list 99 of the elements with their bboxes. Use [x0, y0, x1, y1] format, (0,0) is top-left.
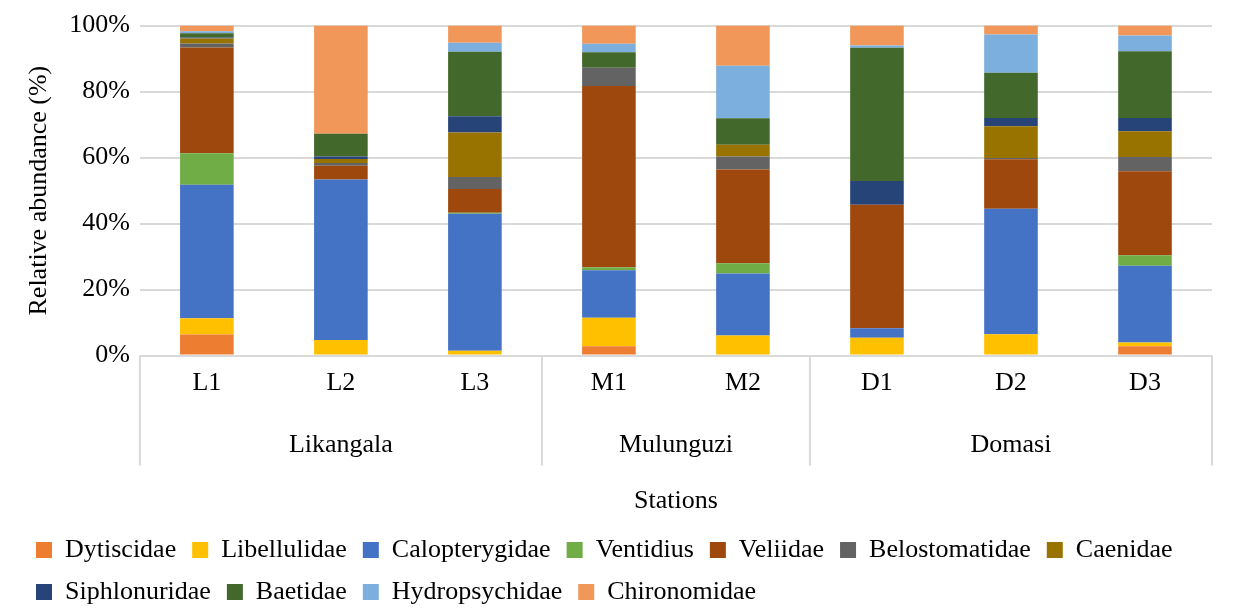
x-tick-label: D3 [1129, 367, 1161, 397]
y-tick-label: 40% [82, 207, 130, 237]
bar [1118, 156, 1172, 172]
bar [314, 162, 368, 166]
legend-label: Libellulidae [221, 533, 347, 563]
bar [850, 328, 904, 338]
bar [448, 350, 502, 355]
bar [1118, 255, 1172, 266]
y-tick-label: 20% [82, 273, 130, 303]
bar [1118, 131, 1172, 157]
bar [180, 47, 234, 154]
legend-label: Siphlonuridae [65, 575, 211, 605]
bar [180, 334, 234, 355]
bar [448, 42, 502, 52]
bar [448, 116, 502, 133]
x-axis-title: Stations [634, 485, 718, 515]
bar [984, 34, 1038, 73]
bar [716, 144, 770, 157]
bar [984, 118, 1038, 127]
bar [582, 270, 636, 318]
bar [180, 25, 234, 32]
bar [1118, 35, 1172, 52]
bar [180, 153, 234, 185]
bar [448, 213, 502, 351]
text: Likangala [288, 429, 394, 459]
bar [582, 317, 636, 347]
legend-label: Belostomatidae [869, 533, 1031, 563]
bar [448, 188, 502, 213]
bar [314, 179, 368, 341]
bar [582, 25, 636, 44]
bar [1118, 171, 1172, 256]
legend-label: Chironomidae [607, 575, 756, 605]
bar [582, 52, 636, 68]
legend-label: Baetidae [255, 575, 347, 605]
bar [850, 204, 904, 329]
bar [314, 158, 368, 163]
bar [582, 85, 636, 268]
text: Mulunguzi [618, 429, 733, 459]
x-tick-label: D1 [861, 367, 893, 397]
bar [984, 25, 1038, 35]
bar [448, 25, 502, 43]
bar [1118, 51, 1172, 118]
bar [1118, 342, 1172, 347]
bar [180, 43, 234, 48]
bar [716, 263, 770, 274]
legend-label: Caenidae [1075, 533, 1173, 563]
bar [716, 156, 770, 170]
y-tick-label: 100% [69, 9, 130, 39]
legend-label: Dytiscidae [65, 533, 177, 563]
legend-label: Ventidius [595, 533, 694, 563]
bar [984, 126, 1038, 158]
x-tick-label: L3 [460, 367, 490, 397]
bar [1118, 265, 1172, 343]
bar [716, 169, 770, 264]
x-tick-label: D2 [995, 367, 1027, 397]
x-tick-label: L2 [326, 367, 356, 397]
bar [1118, 25, 1172, 36]
bar [180, 318, 234, 335]
legend-label: Hydropsychidae [391, 575, 563, 605]
y-tick-label: 80% [82, 75, 130, 105]
bar [984, 208, 1038, 335]
bar [984, 159, 1038, 209]
bar [448, 51, 502, 117]
bar [850, 47, 904, 182]
bar [850, 337, 904, 355]
bar [448, 132, 502, 178]
bar [314, 340, 368, 355]
bar [180, 184, 234, 319]
bar [850, 25, 904, 46]
bar [314, 133, 368, 157]
bar [1118, 346, 1172, 355]
x-tick-label: M1 [590, 367, 627, 397]
bar [180, 33, 234, 38]
bar [582, 346, 636, 355]
bar [984, 334, 1038, 355]
bar [448, 177, 502, 189]
y-tick-label: 0% [95, 339, 130, 369]
bar [1118, 118, 1172, 132]
bar [582, 267, 636, 271]
bar [716, 65, 770, 119]
bar [180, 38, 234, 44]
bar [716, 25, 770, 66]
bar [582, 67, 636, 86]
x-tick-label: L1 [192, 367, 222, 397]
x-tick-label: M2 [724, 367, 761, 397]
bar [716, 335, 770, 355]
bar [314, 165, 368, 180]
bar [582, 43, 636, 53]
bar [850, 181, 904, 205]
bar [716, 118, 770, 145]
bar [850, 45, 904, 48]
y-tick-label: 60% [82, 141, 130, 171]
bar [716, 273, 770, 336]
legend-label: Veliidae [738, 533, 825, 563]
bar [984, 72, 1038, 118]
y-axis-title: Relative abundance (%) [23, 65, 53, 316]
legend-label: Calopterygidae [391, 533, 551, 563]
text: Domasi [970, 429, 1052, 459]
bar [314, 25, 368, 134]
